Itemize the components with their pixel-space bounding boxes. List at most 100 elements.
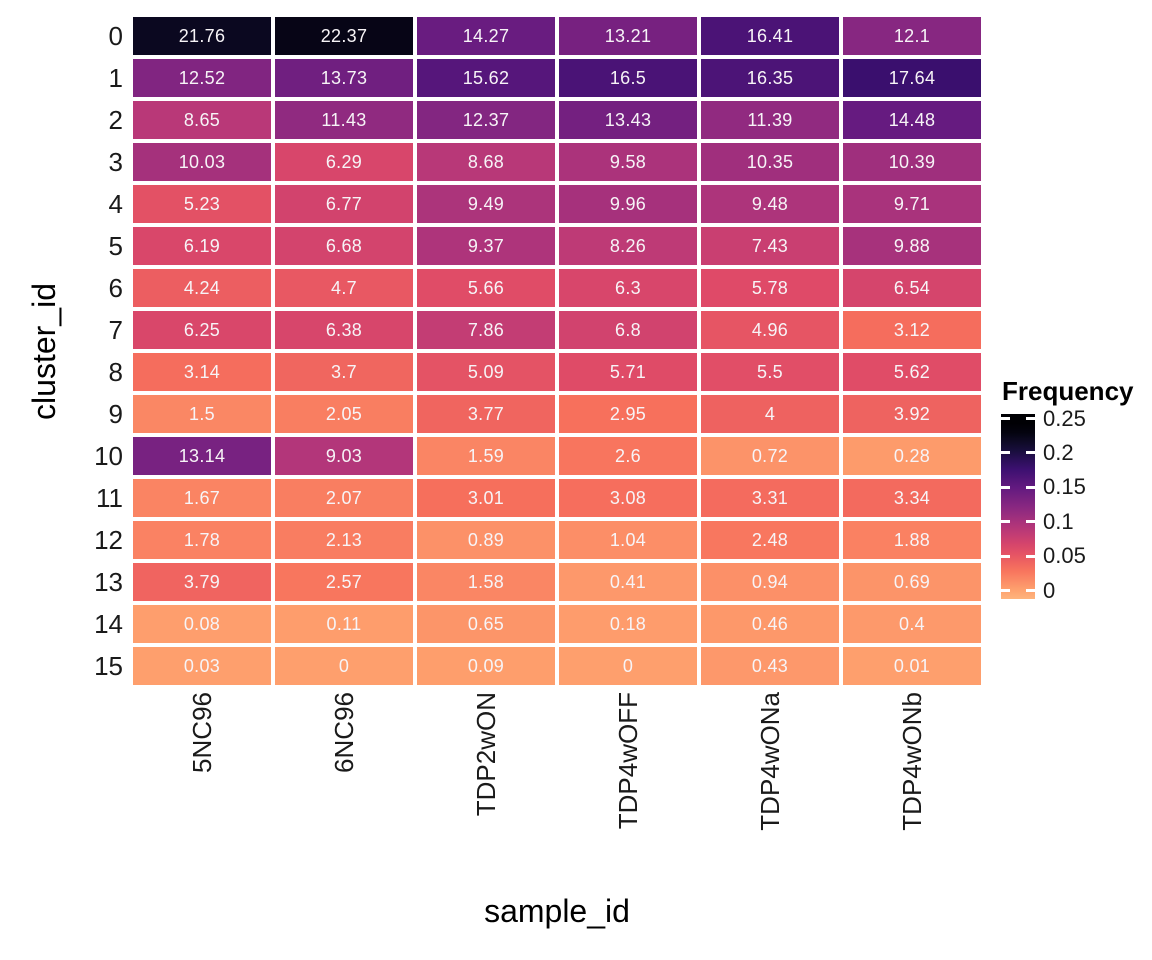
heatmap-cell: 13.14 bbox=[133, 437, 271, 475]
heatmap-cell: 3.12 bbox=[843, 311, 981, 349]
x-tick-label: TDP2wON bbox=[417, 692, 555, 887]
y-tick-label: 0 bbox=[108, 20, 123, 51]
heatmap-cell: 6.38 bbox=[275, 311, 413, 349]
heatmap-cell: 9.88 bbox=[843, 227, 981, 265]
heatmap-cell: 16.5 bbox=[559, 59, 697, 97]
heatmap-cell: 3.7 bbox=[275, 353, 413, 391]
heatmap-cell: 1.58 bbox=[417, 563, 555, 601]
x-tick-label: 6NC96 bbox=[275, 692, 413, 887]
y-tick-label: 3 bbox=[108, 146, 123, 177]
heatmap-cell: 3.92 bbox=[843, 395, 981, 433]
x-axis-tick-labels: 5NC96 6NC96 TDP2wON TDP4wOFF TDP4wONa TDP4wON… bbox=[133, 692, 981, 887]
heatmap-cell: 14.48 bbox=[843, 101, 981, 139]
heatmap-cell: 6.25 bbox=[133, 311, 271, 349]
heatmap-cell: 2.95 bbox=[559, 395, 697, 433]
heatmap-cell: 0.4 bbox=[843, 605, 981, 643]
legend-colorbar-wrap: 0.25 0.2 0.15 0.1 0.05 0 bbox=[1001, 407, 1086, 601]
heatmap-cell: 0.28 bbox=[843, 437, 981, 475]
heatmap-cell: 3.34 bbox=[843, 479, 981, 517]
heatmap-cell: 0.11 bbox=[275, 605, 413, 643]
x-tick-label-text: TDP4wOFF bbox=[613, 692, 643, 830]
heatmap-cell: 12.52 bbox=[133, 59, 271, 97]
heatmap-cell: 13.43 bbox=[559, 101, 697, 139]
heatmap-cell: 3.31 bbox=[701, 479, 839, 517]
heatmap-cell: 11.43 bbox=[275, 101, 413, 139]
heatmap-cell: 14.27 bbox=[417, 17, 555, 55]
x-tick-label: 5NC96 bbox=[133, 692, 271, 887]
heatmap-cell: 1.88 bbox=[843, 521, 981, 559]
heatmap-cell: 8.26 bbox=[559, 227, 697, 265]
legend-tick-mark bbox=[1001, 589, 1010, 592]
heatmap-cell: 8.68 bbox=[417, 143, 555, 181]
y-tick-label: 1 bbox=[108, 62, 123, 93]
legend-tick-label: 0 bbox=[1043, 577, 1056, 603]
heatmap-cell: 1.78 bbox=[133, 521, 271, 559]
heatmap-cell: 10.03 bbox=[133, 143, 271, 181]
heatmap-cell: 1.59 bbox=[417, 437, 555, 475]
heatmap-cell: 10.39 bbox=[843, 143, 981, 181]
heatmap-cell: 0.46 bbox=[701, 605, 839, 643]
heatmap-cell: 3.79 bbox=[133, 563, 271, 601]
heatmap-cell: 0.18 bbox=[559, 605, 697, 643]
y-axis-tick-labels: 0 1 2 3 4 5 6 7 8 9 10 11 12 13 14 15 bbox=[0, 17, 123, 685]
heatmap-cell: 0.89 bbox=[417, 521, 555, 559]
y-tick-label: 13 bbox=[94, 566, 123, 597]
heatmap-cell: 2.07 bbox=[275, 479, 413, 517]
heatmap-cell: 6.29 bbox=[275, 143, 413, 181]
y-tick-label: 4 bbox=[108, 188, 123, 219]
x-axis-title: sample_id bbox=[484, 893, 630, 929]
legend-tick-mark bbox=[1001, 451, 1010, 455]
heatmap-cell: 0.41 bbox=[559, 563, 697, 601]
legend-colorbar bbox=[1001, 414, 1035, 599]
y-tick-label: 7 bbox=[108, 314, 123, 345]
y-tick-label: 8 bbox=[108, 356, 123, 387]
heatmap-cell: 12.1 bbox=[843, 17, 981, 55]
heatmap-cell: 5.62 bbox=[843, 353, 981, 391]
heatmap-cell: 0.69 bbox=[843, 563, 981, 601]
x-tick-label: TDP4wONb bbox=[843, 692, 981, 887]
y-tick-label: 12 bbox=[94, 524, 123, 555]
heatmap-cell: 10.35 bbox=[701, 143, 839, 181]
heatmap-cell: 15.62 bbox=[417, 59, 555, 97]
legend-tick-label: 0.1 bbox=[1043, 508, 1074, 534]
legend-tick-mark bbox=[1026, 485, 1035, 489]
heatmap-cell: 22.37 bbox=[275, 17, 413, 55]
y-tick-label: 6 bbox=[108, 272, 123, 303]
heatmap-cell: 1.67 bbox=[133, 479, 271, 517]
heatmap-cell: 9.37 bbox=[417, 227, 555, 265]
x-tick-label-text: 6NC96 bbox=[329, 692, 359, 773]
heatmap-cell: 2.57 bbox=[275, 563, 413, 601]
heatmap-cell: 11.39 bbox=[701, 101, 839, 139]
legend-tick-mark bbox=[1001, 417, 1010, 420]
heatmap-cell: 5.09 bbox=[417, 353, 555, 391]
y-tick-label: 2 bbox=[108, 104, 123, 135]
heatmap-cell: 4.96 bbox=[701, 311, 839, 349]
heatmap-cell: 7.43 bbox=[701, 227, 839, 265]
heatmap-cell: 0.09 bbox=[417, 647, 555, 685]
legend-tick-mark bbox=[1026, 520, 1035, 524]
heatmap-cell: 3.14 bbox=[133, 353, 271, 391]
heatmap-cell: 1.04 bbox=[559, 521, 697, 559]
heatmap-cell: 6.8 bbox=[559, 311, 697, 349]
heatmap-cell: 5.23 bbox=[133, 185, 271, 223]
heatmap-cell: 0.94 bbox=[701, 563, 839, 601]
y-tick-label: 15 bbox=[94, 650, 123, 681]
heatmap-cell: 0.01 bbox=[843, 647, 981, 685]
heatmap-cell: 5.5 bbox=[701, 353, 839, 391]
heatmap-cell: 13.73 bbox=[275, 59, 413, 97]
x-tick-label-text: TDP4wONa bbox=[755, 692, 785, 831]
legend-tick-mark bbox=[1001, 554, 1010, 558]
heatmap-cell: 16.41 bbox=[701, 17, 839, 55]
heatmap-cell: 6.54 bbox=[843, 269, 981, 307]
legend-tick-mark bbox=[1026, 451, 1035, 455]
y-tick-label: 9 bbox=[108, 398, 123, 429]
heatmap-cell: 0.03 bbox=[133, 647, 271, 685]
legend-title: Frequency bbox=[1002, 376, 1134, 406]
x-tick-label: TDP4wONa bbox=[701, 692, 839, 887]
heatmap-cell: 21.76 bbox=[133, 17, 271, 55]
heatmap-cell: 9.96 bbox=[559, 185, 697, 223]
y-tick-label: 14 bbox=[94, 608, 123, 639]
heatmap-cell: 9.03 bbox=[275, 437, 413, 475]
legend-tick-mark bbox=[1001, 485, 1010, 489]
